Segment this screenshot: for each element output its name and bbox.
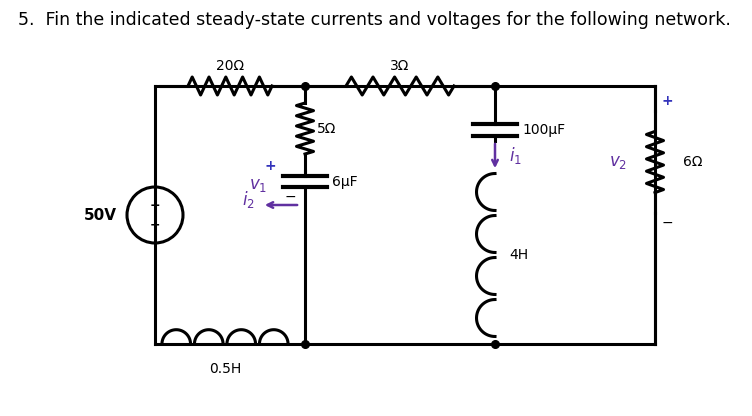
Text: +: +	[661, 94, 673, 108]
Text: 100μF: 100μF	[522, 123, 565, 137]
Text: 3Ω: 3Ω	[390, 59, 410, 73]
Text: 4H: 4H	[509, 248, 528, 262]
Text: +: +	[264, 159, 276, 173]
Text: 5.  Fin the indicated steady-state currents and voltages for the following netwo: 5. Fin the indicated steady-state curren…	[18, 11, 731, 29]
Text: 0.5H: 0.5H	[209, 362, 241, 376]
Text: 5Ω: 5Ω	[317, 121, 336, 136]
Text: $v_2$: $v_2$	[609, 153, 627, 171]
Text: 6Ω: 6Ω	[683, 155, 702, 169]
Text: +: +	[150, 198, 160, 211]
Text: 50V: 50V	[84, 208, 117, 223]
Text: −: −	[150, 218, 160, 231]
Text: −: −	[661, 216, 673, 230]
Text: $i_2$: $i_2$	[242, 188, 255, 210]
Text: 20Ω: 20Ω	[216, 59, 244, 73]
Text: −: −	[284, 190, 296, 204]
Text: $i_1$: $i_1$	[509, 146, 522, 166]
Text: $v_1$: $v_1$	[249, 176, 267, 193]
Text: 6μF: 6μF	[332, 174, 358, 188]
